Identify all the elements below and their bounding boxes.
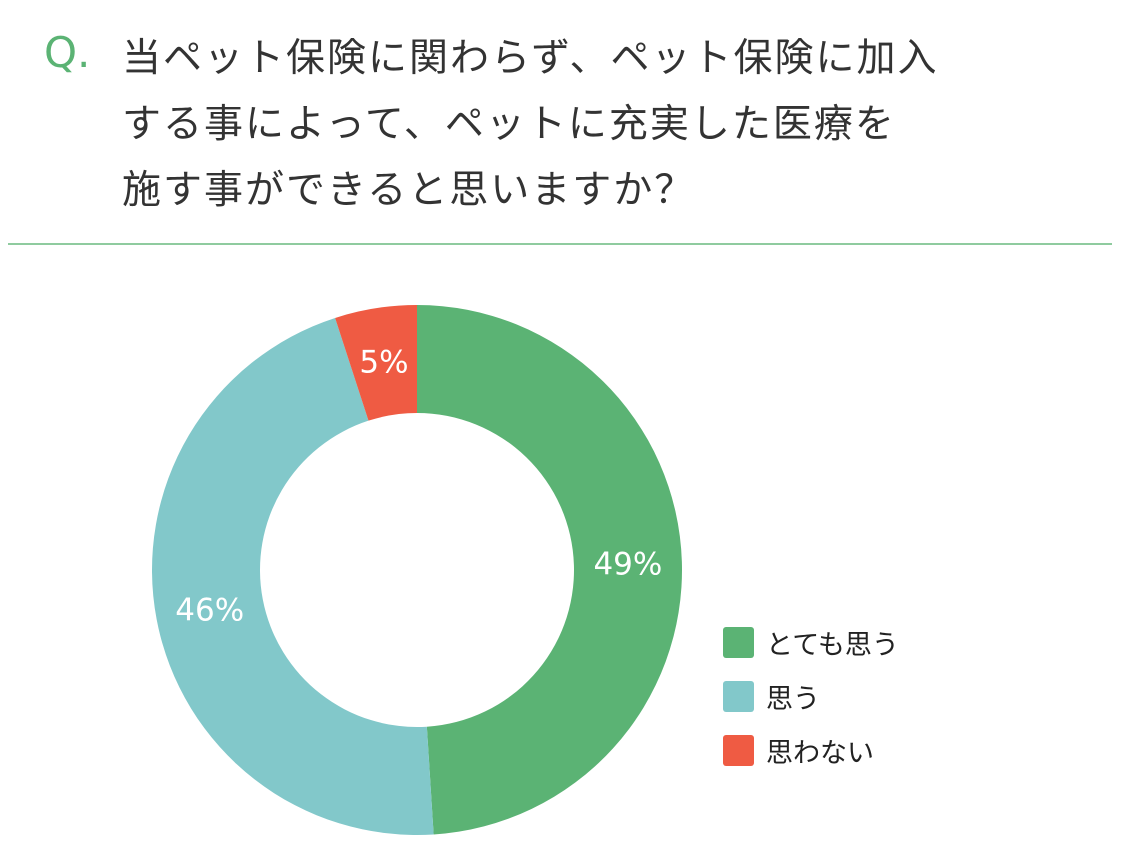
- legend-item: 思う: [723, 669, 899, 723]
- page-title: 当ペット保険に関わらず、ペット保険に加入 する事によって、ペットに充実した医療を…: [122, 26, 1112, 224]
- legend-swatch: [723, 626, 754, 658]
- legend: とても思う 思う 思わない: [723, 615, 899, 777]
- legend-label: とても思う: [766, 629, 899, 661]
- data-label: 46%: [175, 593, 244, 629]
- data-label: 49%: [593, 546, 662, 582]
- legend-swatch: [723, 734, 754, 766]
- legend-item: 思わない: [723, 723, 899, 777]
- divider: [8, 243, 1112, 245]
- legend-label: 思う: [766, 683, 820, 715]
- legend-label: 思わない: [766, 737, 874, 769]
- question-label: Q.: [44, 28, 91, 77]
- slice-0: [417, 305, 683, 835]
- slice-2: [335, 305, 417, 421]
- legend-swatch: [723, 680, 754, 712]
- legend-item: とても思う: [723, 615, 899, 669]
- slice-1: [151, 317, 434, 836]
- title-line: する事によって、ペットに充実した医療を: [122, 102, 896, 147]
- data-label: 5%: [359, 345, 408, 381]
- title-line: 施す事ができると思いますか？: [122, 168, 696, 213]
- title-line: 当ペット保険に関わらず、ペット保険に加入: [122, 36, 939, 81]
